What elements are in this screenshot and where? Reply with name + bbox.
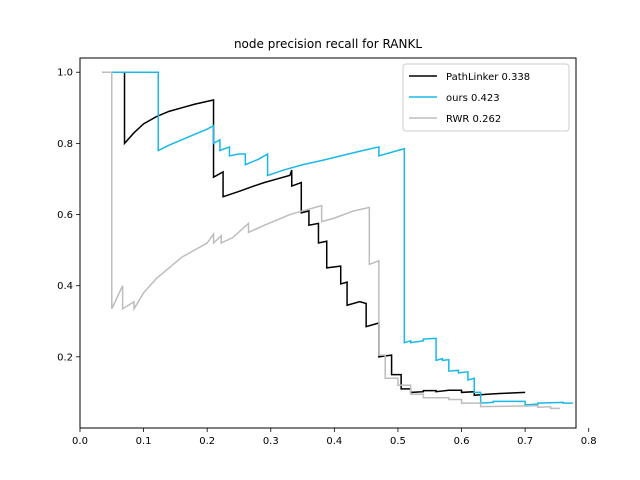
x-tick-label: 0.5: [390, 436, 406, 447]
x-tick-label: 0.7: [517, 436, 533, 447]
y-tick-label: 0.2: [57, 352, 73, 363]
y-tick-label: 0.6: [57, 210, 73, 221]
x-tick-label: 0.2: [199, 436, 215, 447]
x-tick-label: 0.8: [581, 436, 597, 447]
plot-area: 0.0 0.1 0.2 0.3 0.4 0.5 0.6 0.7 0.8 0.2 0.4 0.6 0.8…: [57, 57, 597, 447]
series-line-1: [102, 71, 573, 406]
x-axis: 0.0 0.1 0.2 0.3 0.4 0.5 0.6 0.7 0.8: [72, 428, 597, 447]
y-tick-label: 1.0: [57, 68, 73, 79]
legend-label-2: RWR 0.262: [446, 114, 501, 125]
x-tick-label: 0.0: [72, 436, 88, 447]
series-layer: [102, 71, 573, 410]
legend-label-0: PathLinker 0.338: [446, 72, 530, 83]
y-axis: 0.2 0.4 0.6 0.8 1.0: [57, 68, 80, 363]
x-tick-label: 0.3: [263, 436, 279, 447]
legend: PathLinker 0.338 ours 0.423 RWR 0.262: [402, 63, 570, 132]
y-tick-label: 0.4: [57, 281, 73, 292]
y-tick-label: 0.8: [57, 139, 73, 150]
axes-frame: [79, 57, 577, 429]
x-tick-label: 0.4: [326, 436, 342, 447]
series-line-2: [102, 71, 561, 410]
x-tick-label: 0.6: [454, 436, 470, 447]
x-tick-label: 0.1: [136, 436, 152, 447]
legend-box: [402, 63, 570, 132]
legend-label-1: ours 0.423: [446, 93, 500, 104]
chart-title: node precision recall for RANKL: [234, 37, 422, 51]
series-line-0: [102, 71, 526, 397]
